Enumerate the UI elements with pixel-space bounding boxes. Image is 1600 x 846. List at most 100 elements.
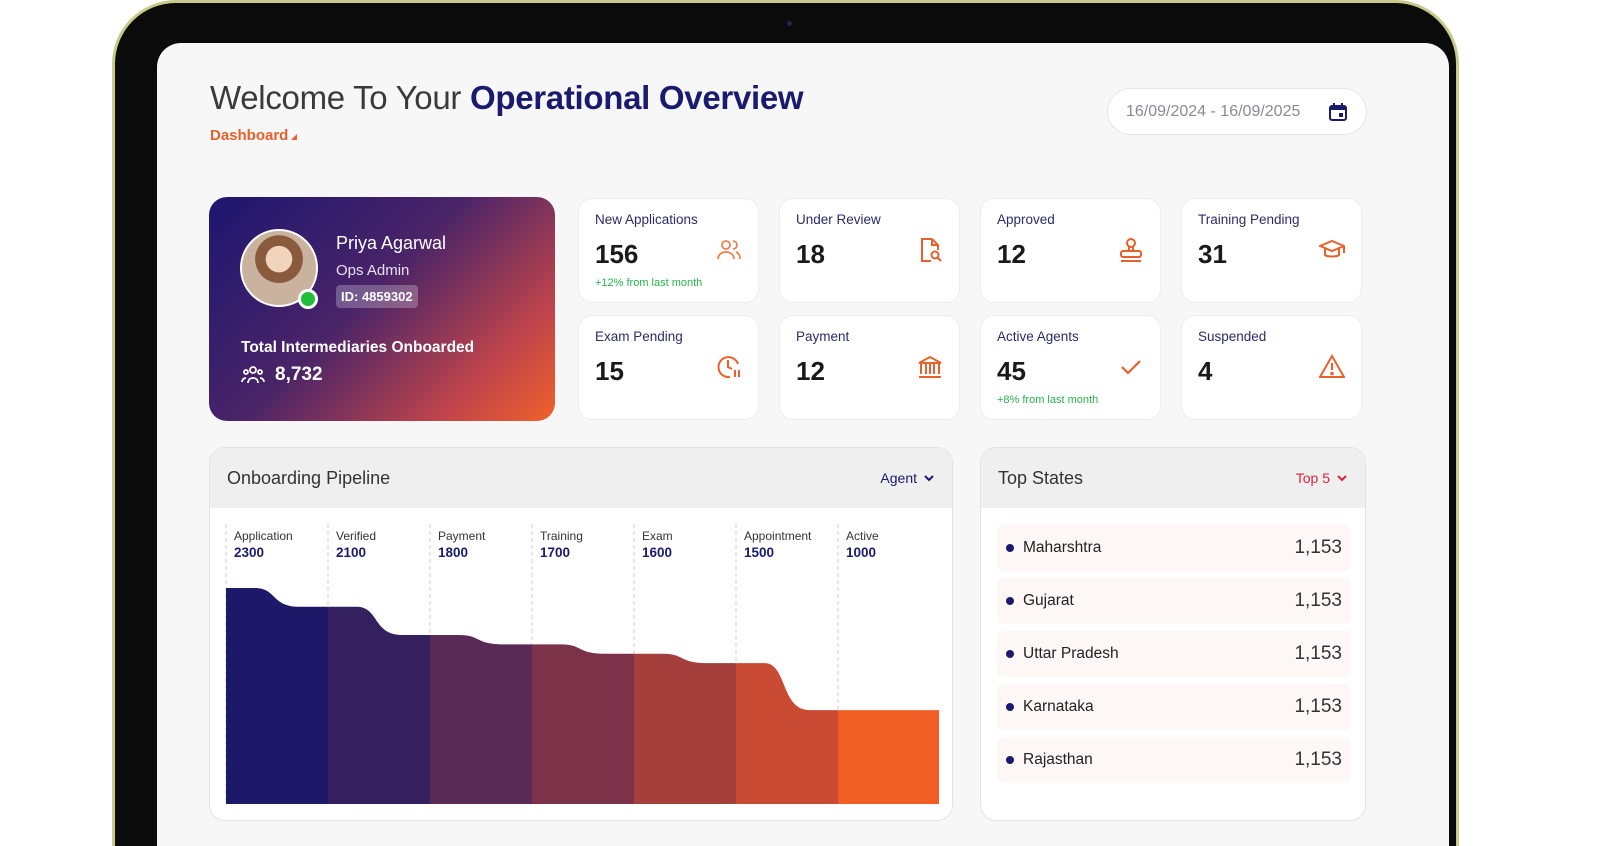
stat-value: 15 [595,356,624,386]
stat-label: New Applications [595,212,698,227]
profile-card: Priya Agarwal Ops Admin ID: 4859302 Tota… [209,197,555,421]
stat-label: Active Agents [997,329,1079,344]
stage-label: Application [234,529,293,543]
top-states-filter-dropdown[interactable]: Top 5 [1296,470,1348,486]
stat-label: Payment [796,329,850,344]
stage-value: 1700 [540,545,571,560]
calendar-icon[interactable] [1328,102,1348,122]
stat-card-approved[interactable]: Approved 12 [980,198,1161,303]
stat-value: 4 [1198,356,1213,386]
stage-label: Payment [438,529,486,543]
group-icon [241,366,265,384]
stage-label: Training [540,529,583,543]
pipeline-filter-dropdown[interactable]: Agent [880,470,935,486]
bank-icon [918,355,942,378]
profile-name: Priya Agarwal [336,233,447,253]
stage-label: Appointment [744,529,812,543]
top-states-filter-value: Top 5 [1295,470,1330,486]
breadcrumb-caret-icon [291,134,298,140]
camera-dot [787,21,792,26]
breadcrumb-label: Dashboard [210,127,289,144]
pipeline-filter-value: Agent [880,470,917,486]
stat-card-exam-pending[interactable]: Exam Pending 15 [578,315,759,420]
state-name: Karnataka [1023,698,1094,715]
stat-card-payment[interactable]: Payment 12 [779,315,960,420]
pipeline-segment-training[interactable] [532,644,634,804]
state-row[interactable]: Maharshtra 1,153 [997,525,1351,571]
onboarding-pipeline-panel: Onboarding Pipeline Agent Application 230… [209,447,953,821]
document-search-icon [921,238,942,262]
pipeline-segment-payment[interactable] [430,634,532,804]
stage-value: 2300 [234,545,265,560]
state-name: Rajasthan [1023,751,1093,768]
graduation-cap-icon [1319,239,1345,258]
pipeline-header: Onboarding Pipeline Agent [210,448,952,508]
stage-label: Verified [336,529,377,543]
stat-value: 12 [997,239,1026,269]
clock-pause-icon [717,356,740,379]
bullet-icon [1006,703,1014,711]
pipeline-chart [225,524,939,804]
check-icon [1121,360,1141,375]
stage-value: 1000 [846,545,877,560]
stat-value: 45 [997,356,1026,386]
page-title-prefix: Welcome To Your [210,79,462,116]
dashboard-screen: Welcome To Your Operational Overview Das… [157,43,1449,846]
stat-card-suspended[interactable]: Suspended 4 [1181,315,1362,420]
pipeline-segment-active[interactable] [838,710,939,804]
top-states-title: Top States [998,467,1084,488]
state-value: 1,153 [1294,590,1342,611]
state-value: 1,153 [1294,749,1342,770]
warning-icon [1319,354,1345,378]
top-states-header: Top States Top 5 [981,448,1365,508]
state-value: 1,153 [1294,537,1342,558]
stat-card-active-agents[interactable]: Active Agents 45 +8% from last month [980,315,1161,420]
profile-id-badge: ID: 4859302 [336,285,418,308]
bullet-icon [1006,544,1014,552]
pipeline-title: Onboarding Pipeline [227,467,391,488]
stat-label: Suspended [1198,329,1267,344]
stat-trend: +8% from last month [997,394,1099,406]
bullet-icon [1006,597,1014,605]
bullet-icon [1006,756,1014,764]
total-onboarded-value: 8,732 [275,364,323,385]
date-range-picker[interactable]: 16/09/2024 - 16/09/2025 [1107,88,1367,135]
state-row[interactable]: Rajasthan 1,153 [997,737,1351,783]
total-onboarded: 8,732 [241,363,323,387]
stat-value: 18 [796,239,825,269]
stat-value: 31 [1198,239,1227,269]
stat-card-training-pending[interactable]: Training Pending 31 [1181,198,1362,303]
state-name: Gujarat [1023,592,1074,609]
chevron-down-icon [1337,475,1347,482]
stat-label: Under Review [796,212,881,227]
users-icon [717,240,741,260]
stat-value: 156 [595,239,639,269]
page-title: Welcome To Your Operational Overview [210,79,804,117]
total-onboarded-label: Total Intermediaries Onboarded [241,339,475,356]
pipeline-segment-application[interactable] [226,588,328,804]
state-row[interactable]: Uttar Pradesh 1,153 [997,631,1351,677]
stat-card-under-review[interactable]: Under Review 18 [779,198,960,303]
date-range-value: 16/09/2024 - 16/09/2025 [1126,102,1301,120]
pipeline-segment-appointment[interactable] [736,663,838,804]
stat-label: Training Pending [1198,212,1300,227]
chevron-down-icon [924,475,934,482]
stage-value: 1800 [438,545,469,560]
pipeline-segment-verified[interactable] [328,606,430,804]
state-row[interactable]: Karnataka 1,153 [997,684,1351,730]
stage-value: 1600 [642,545,673,560]
state-value: 1,153 [1294,696,1342,717]
state-row[interactable]: Gujarat 1,153 [997,578,1351,624]
breadcrumb[interactable]: Dashboard [210,127,298,144]
stage-value: 2100 [336,545,367,560]
bullet-icon [1006,650,1014,658]
stat-label: Exam Pending [595,329,683,344]
stamp-icon [1120,238,1142,262]
stat-label: Approved [997,212,1055,227]
pipeline-segment-exam[interactable] [634,653,736,804]
state-value: 1,153 [1294,643,1342,664]
stat-card-new-applications[interactable]: New Applications 156 +12% from last mont… [578,198,759,303]
profile-role: Ops Admin [336,262,410,279]
state-name: Uttar Pradesh [1023,645,1119,662]
online-status-icon [298,289,318,309]
